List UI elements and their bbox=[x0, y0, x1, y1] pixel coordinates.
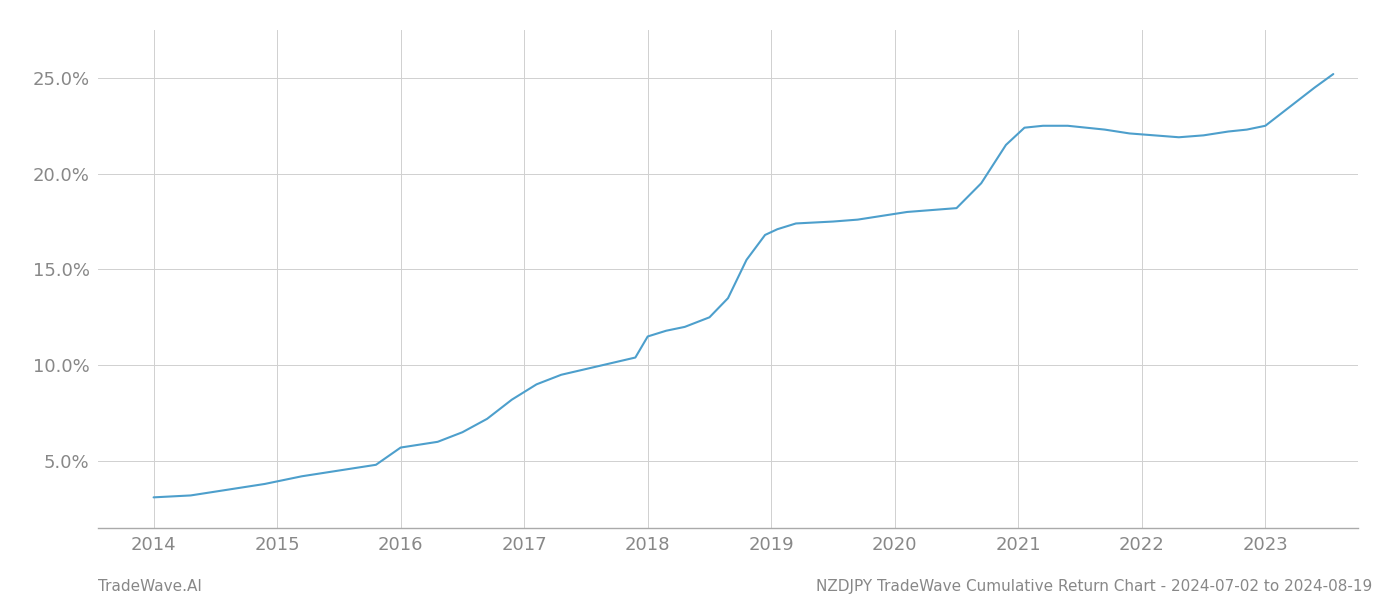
Text: TradeWave.AI: TradeWave.AI bbox=[98, 579, 202, 594]
Text: NZDJPY TradeWave Cumulative Return Chart - 2024-07-02 to 2024-08-19: NZDJPY TradeWave Cumulative Return Chart… bbox=[816, 579, 1372, 594]
